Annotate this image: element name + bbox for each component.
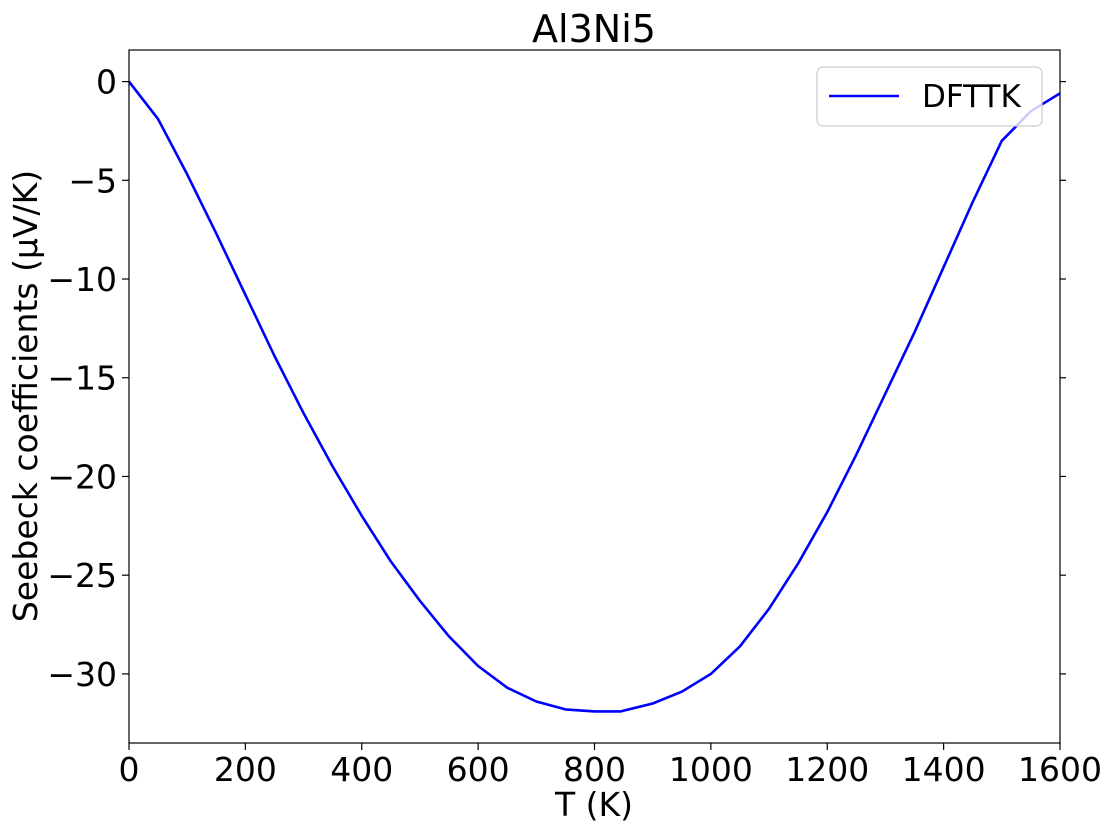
y-tick-label: 0 xyxy=(96,63,117,102)
x-tick-label: 1000 xyxy=(669,750,753,789)
x-axis-ticks: 0 200 400 600 800 1000 1200 1400 1600 xyxy=(119,743,1102,789)
y-tick-label: −10 xyxy=(47,260,117,299)
x-tick-label: 600 xyxy=(447,750,510,789)
x-tick-label: 800 xyxy=(563,750,626,789)
x-tick-label: 200 xyxy=(214,750,277,789)
x-tick-label: 400 xyxy=(330,750,393,789)
x-axis-label: T (K) xyxy=(554,785,633,824)
x-tick-label: 1400 xyxy=(902,750,986,789)
y-tick-label: −30 xyxy=(47,655,117,694)
y-tick-label: −5 xyxy=(68,161,117,200)
y-tick-label: −25 xyxy=(47,556,117,595)
y-axis-ticks: 0 −5 −10 −15 −20 −25 −30 xyxy=(47,63,1066,694)
x-tick-label: 1200 xyxy=(785,750,869,789)
legend-box xyxy=(816,66,1043,127)
chart-title: Al3Ni5 xyxy=(532,7,656,51)
y-tick-label: −20 xyxy=(47,457,117,496)
x-tick-label: 0 xyxy=(119,750,140,789)
x-tick-label: 1600 xyxy=(1018,750,1102,789)
y-axis-label: Seebeck coefficients (μV/K) xyxy=(6,170,45,622)
legend: DFTTK xyxy=(816,66,1043,127)
y-tick-label: −15 xyxy=(47,359,117,398)
legend-label: DFTTK xyxy=(922,79,1021,115)
series-line-dftk xyxy=(129,80,1060,713)
